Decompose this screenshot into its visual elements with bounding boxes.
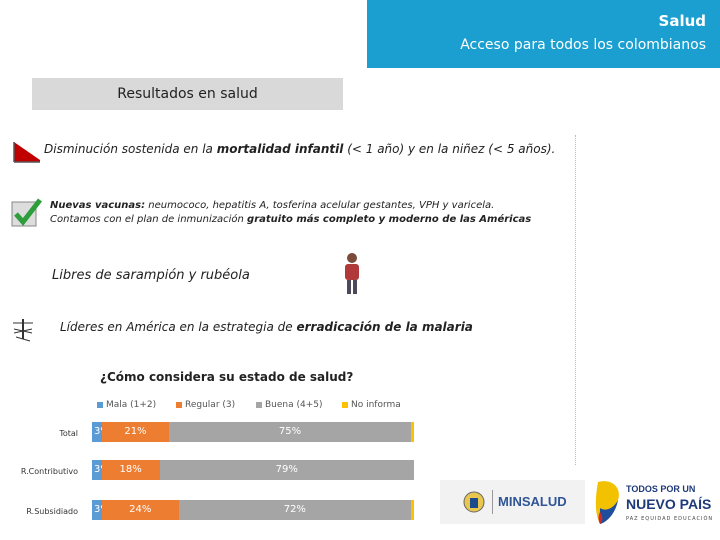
bar-value-label: 72%: [283, 504, 306, 515]
minsalud-text: MINSALUD: [498, 494, 567, 509]
row-label-subsidiado: R.Subsidiado: [26, 507, 78, 516]
minsalud-logo: MINSALUD: [440, 480, 585, 524]
bar-value-label: 75%: [278, 426, 302, 437]
bar-segment-buena: 79%: [159, 460, 414, 480]
legend-swatch: [97, 402, 103, 408]
bar-segment-mala: 3%: [92, 422, 110, 442]
legend-item-regular: Regular (3): [176, 400, 235, 410]
bar-segment-no-informa: [410, 500, 414, 520]
bar-value-label: 79%: [275, 464, 298, 475]
section-header: Resultados en salud: [32, 78, 343, 110]
mosquito-icon: [13, 319, 33, 342]
legend-swatch: [342, 402, 348, 408]
divider-line: [575, 135, 576, 465]
legend-swatch: [256, 402, 262, 408]
colombia-map-icon: [595, 481, 619, 524]
logo-divider: [492, 490, 493, 514]
bar-row-contributivo: 3% 18% 79%: [92, 460, 414, 480]
bar-row-total: 3% 21% 75%: [92, 422, 414, 442]
bar-segment-no-informa: [410, 422, 414, 442]
todos-por-un-nuevo-pais-logo: TODOS POR UN NUEVO PAÍS PAZ EQUIDAD EDUC…: [590, 470, 720, 535]
legend-item-noinforma: No informa: [342, 400, 401, 410]
bar-value-label: 24%: [129, 504, 152, 515]
bar-segment-buena: 72%: [178, 500, 411, 520]
bar-segment-regular: 21%: [101, 422, 170, 442]
row-label-total: Total: [59, 429, 78, 438]
row-label-contributivo: R.Contributivo: [20, 467, 78, 476]
legend-item-mala: Mala (1+2): [97, 400, 156, 410]
header-subtitle: Acceso para todos los colombianos: [460, 37, 706, 53]
person-icon: [345, 253, 359, 294]
item-malaria: Líderes en América en la estrategia de e…: [60, 320, 473, 334]
checkmark-icon: [11, 198, 42, 227]
header-banner: Salud Acceso para todos los colombianos: [367, 0, 720, 68]
item-mortalidad: Disminución sostenida en la mortalidad i…: [44, 142, 556, 156]
coat-of-arms-icon: [463, 491, 485, 513]
logo-line3: PAZ EQUIDAD EDUCACIÓN: [626, 516, 714, 522]
declining-chart-icon: [13, 142, 40, 163]
legend-item-buena: Buena (4+5): [256, 400, 323, 410]
item-sarampion: Libres de sarampión y rubéola: [52, 268, 250, 283]
bar-segment-buena: 75%: [169, 422, 411, 442]
header-title: Salud: [658, 12, 706, 30]
legend-swatch: [176, 402, 182, 408]
item-vacunas-line1: Nuevas vacunas: neumococo, hepatitis A, …: [50, 200, 495, 211]
bar-segment-regular: 18%: [101, 460, 160, 480]
section-label: Resultados en salud: [117, 86, 258, 102]
bar-segment-mala: 3%: [92, 460, 110, 480]
bar-row-subsidiado: 3% 24% 72%: [92, 500, 414, 520]
chart-title: ¿Cómo considera su estado de salud?: [100, 370, 354, 384]
bar-value-label: 21%: [124, 426, 147, 437]
bar-segment-mala: 3%: [92, 500, 110, 520]
logo-line1: TODOS POR UN: [626, 484, 696, 494]
bar-segment-regular: 24%: [101, 500, 179, 520]
item-vacunas-line2: Contamos con el plan de inmunización gra…: [50, 214, 532, 225]
logo-line2: NUEVO PAÍS: [626, 496, 712, 512]
bar-value-label: 18%: [119, 464, 142, 475]
